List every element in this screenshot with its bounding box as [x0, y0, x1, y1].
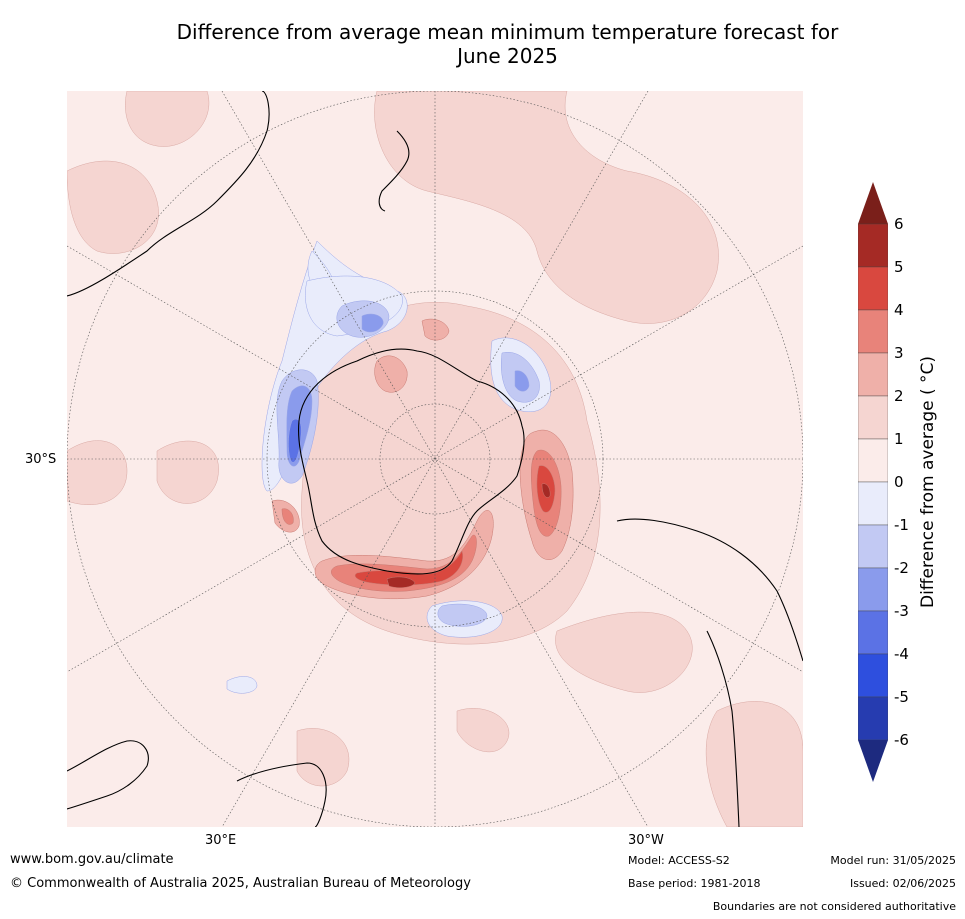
title-line-2: June 2025: [457, 44, 558, 68]
lon-label-30e: 30°E: [205, 833, 237, 848]
colorbar-tick-label: 5: [894, 258, 904, 276]
colorbar-tick-label: 4: [894, 301, 904, 319]
title-line-1: Difference from average mean minimum tem…: [176, 20, 839, 44]
colorbar-cell: [858, 266, 888, 311]
south-america-coast: [616, 518, 803, 827]
footer-website[interactable]: www.bom.gov.au/climate: [10, 852, 174, 867]
colorbar-tick-label: -4: [894, 645, 909, 663]
colorbar-cells: [858, 223, 888, 741]
colorbar-tick-label: -3: [894, 602, 909, 620]
colorbar-tick-label: 0: [894, 473, 904, 491]
lon-label-30w: 30°W: [628, 833, 664, 848]
footer-base-period: Base period: 1981-2018: [628, 877, 761, 890]
colorbar-under-arrow: [858, 740, 888, 782]
forecast-map: [67, 91, 803, 827]
antarctica-coast: [298, 348, 525, 575]
colorbar-over-arrow: [858, 182, 888, 224]
colorbar-cell: [858, 567, 888, 612]
graticule: [67, 91, 803, 827]
colorbar-tick-label: -6: [894, 731, 909, 749]
colorbar-cell: [858, 438, 888, 483]
colorbar-cell: [858, 696, 888, 741]
southern-africa-coast: [236, 762, 327, 827]
chart-title: Difference from average mean minimum tem…: [100, 20, 915, 68]
colorbar-cell: [858, 309, 888, 354]
coastlines: [67, 91, 803, 827]
colorbar-tick-label: -1: [894, 516, 909, 534]
footer-copyright: © Commonwealth of Australia 2025, Austra…: [10, 876, 471, 891]
colorbar-tick-label: 2: [894, 387, 904, 405]
colorbar: [858, 182, 888, 782]
colorbar-cell: [858, 352, 888, 397]
footer-model-run: Model run: 31/05/2025: [830, 854, 956, 867]
colorbar-tick-label: -5: [894, 688, 909, 706]
footer-issued: Issued: 02/06/2025: [849, 877, 956, 890]
africa-coast: [67, 740, 149, 810]
colorbar-tick-label: 3: [894, 344, 904, 362]
anomaly-positive-strong-regions: [271, 318, 574, 600]
footer-disclaimer: Boundaries are not considered authoritat…: [712, 900, 956, 913]
footer-model: Model: ACCESS-S2: [628, 854, 730, 867]
australia-coast: [67, 91, 270, 297]
colorbar-cell: [858, 610, 888, 655]
new-zealand-coast: [378, 130, 410, 212]
map-svg: [67, 91, 803, 827]
colorbar-cell: [858, 653, 888, 698]
colorbar-cell: [858, 223, 888, 268]
colorbar-label: Difference from average ( °C): [918, 355, 938, 609]
colorbar-cell: [858, 524, 888, 569]
colorbar-tick-label: -2: [894, 559, 909, 577]
colorbar-tick-label: 6: [894, 215, 904, 233]
colorbar-tick-label: 1: [894, 430, 904, 448]
colorbar-cell: [858, 395, 888, 440]
lat-label-30s: 30°S: [25, 452, 57, 467]
colorbar-cell: [858, 481, 888, 526]
